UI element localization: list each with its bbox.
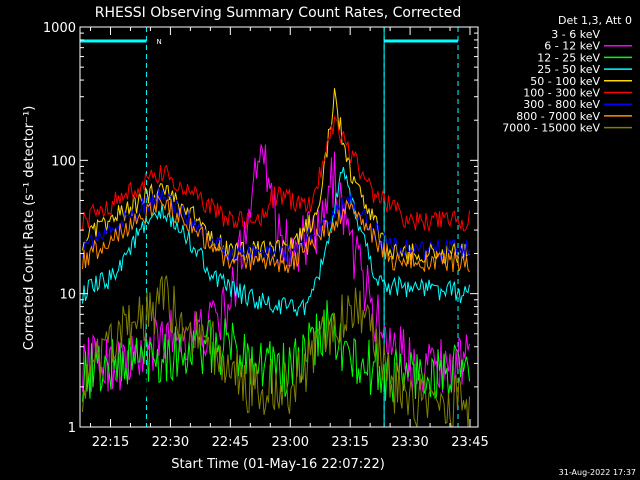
flag-label: N — [156, 38, 161, 46]
plot-frame — [79, 26, 479, 428]
legend-label: 7000 - 15000 keV — [502, 122, 600, 135]
plot-area: N — [80, 27, 470, 429]
legend-label: 25 - 50 keV — [537, 63, 600, 76]
y-axis-label: Corrected Count Rate (s⁻¹ detector⁻¹) — [22, 106, 37, 351]
y-tick-label: 1 — [68, 421, 76, 436]
series-line — [82, 166, 470, 317]
x-tick-label: 23:30 — [391, 435, 428, 450]
x-tick-label: 23:45 — [451, 435, 488, 450]
y-tick-label: 100 — [51, 154, 76, 169]
legend-label: 300 - 800 keV — [523, 98, 600, 111]
footer-date: 31-Aug-2022 17:37 — [559, 468, 636, 477]
plot-border — [79, 26, 479, 428]
legend-label: 6 - 12 keV — [544, 40, 600, 53]
legend-label: 800 - 7000 keV — [516, 110, 600, 123]
y-tick-label: 10 — [59, 288, 76, 303]
x-tick-label: 23:15 — [331, 435, 368, 450]
series-line — [82, 115, 470, 232]
x-tick-label: 22:45 — [212, 435, 249, 450]
series-line — [82, 88, 470, 265]
chart-title: RHESSI Observing Summary Count Rates, Co… — [95, 5, 461, 21]
axes: 1 10 100 1000 22:15 22:30 22:45 23:00 23:15 23:30… — [43, 21, 489, 450]
x-tick-label: 23:00 — [272, 435, 309, 450]
legend-label: 100 - 300 keV — [523, 87, 600, 100]
x-axis-label: Start Time (01-May-16 22:07:22) — [171, 457, 385, 472]
legend-label: 3 - 6 keV — [551, 28, 600, 41]
legend-title: Det 1,3, Att 0 — [558, 14, 632, 27]
series-line — [82, 193, 470, 274]
x-tick-label: 22:15 — [92, 435, 129, 450]
series-line — [82, 186, 470, 266]
series-line — [82, 275, 470, 428]
x-tick-label: 22:30 — [152, 435, 189, 450]
y-tick-label: 1000 — [43, 21, 76, 36]
legend-label: 50 - 100 keV — [530, 75, 600, 88]
legend-label: 12 - 25 keV — [537, 51, 600, 64]
